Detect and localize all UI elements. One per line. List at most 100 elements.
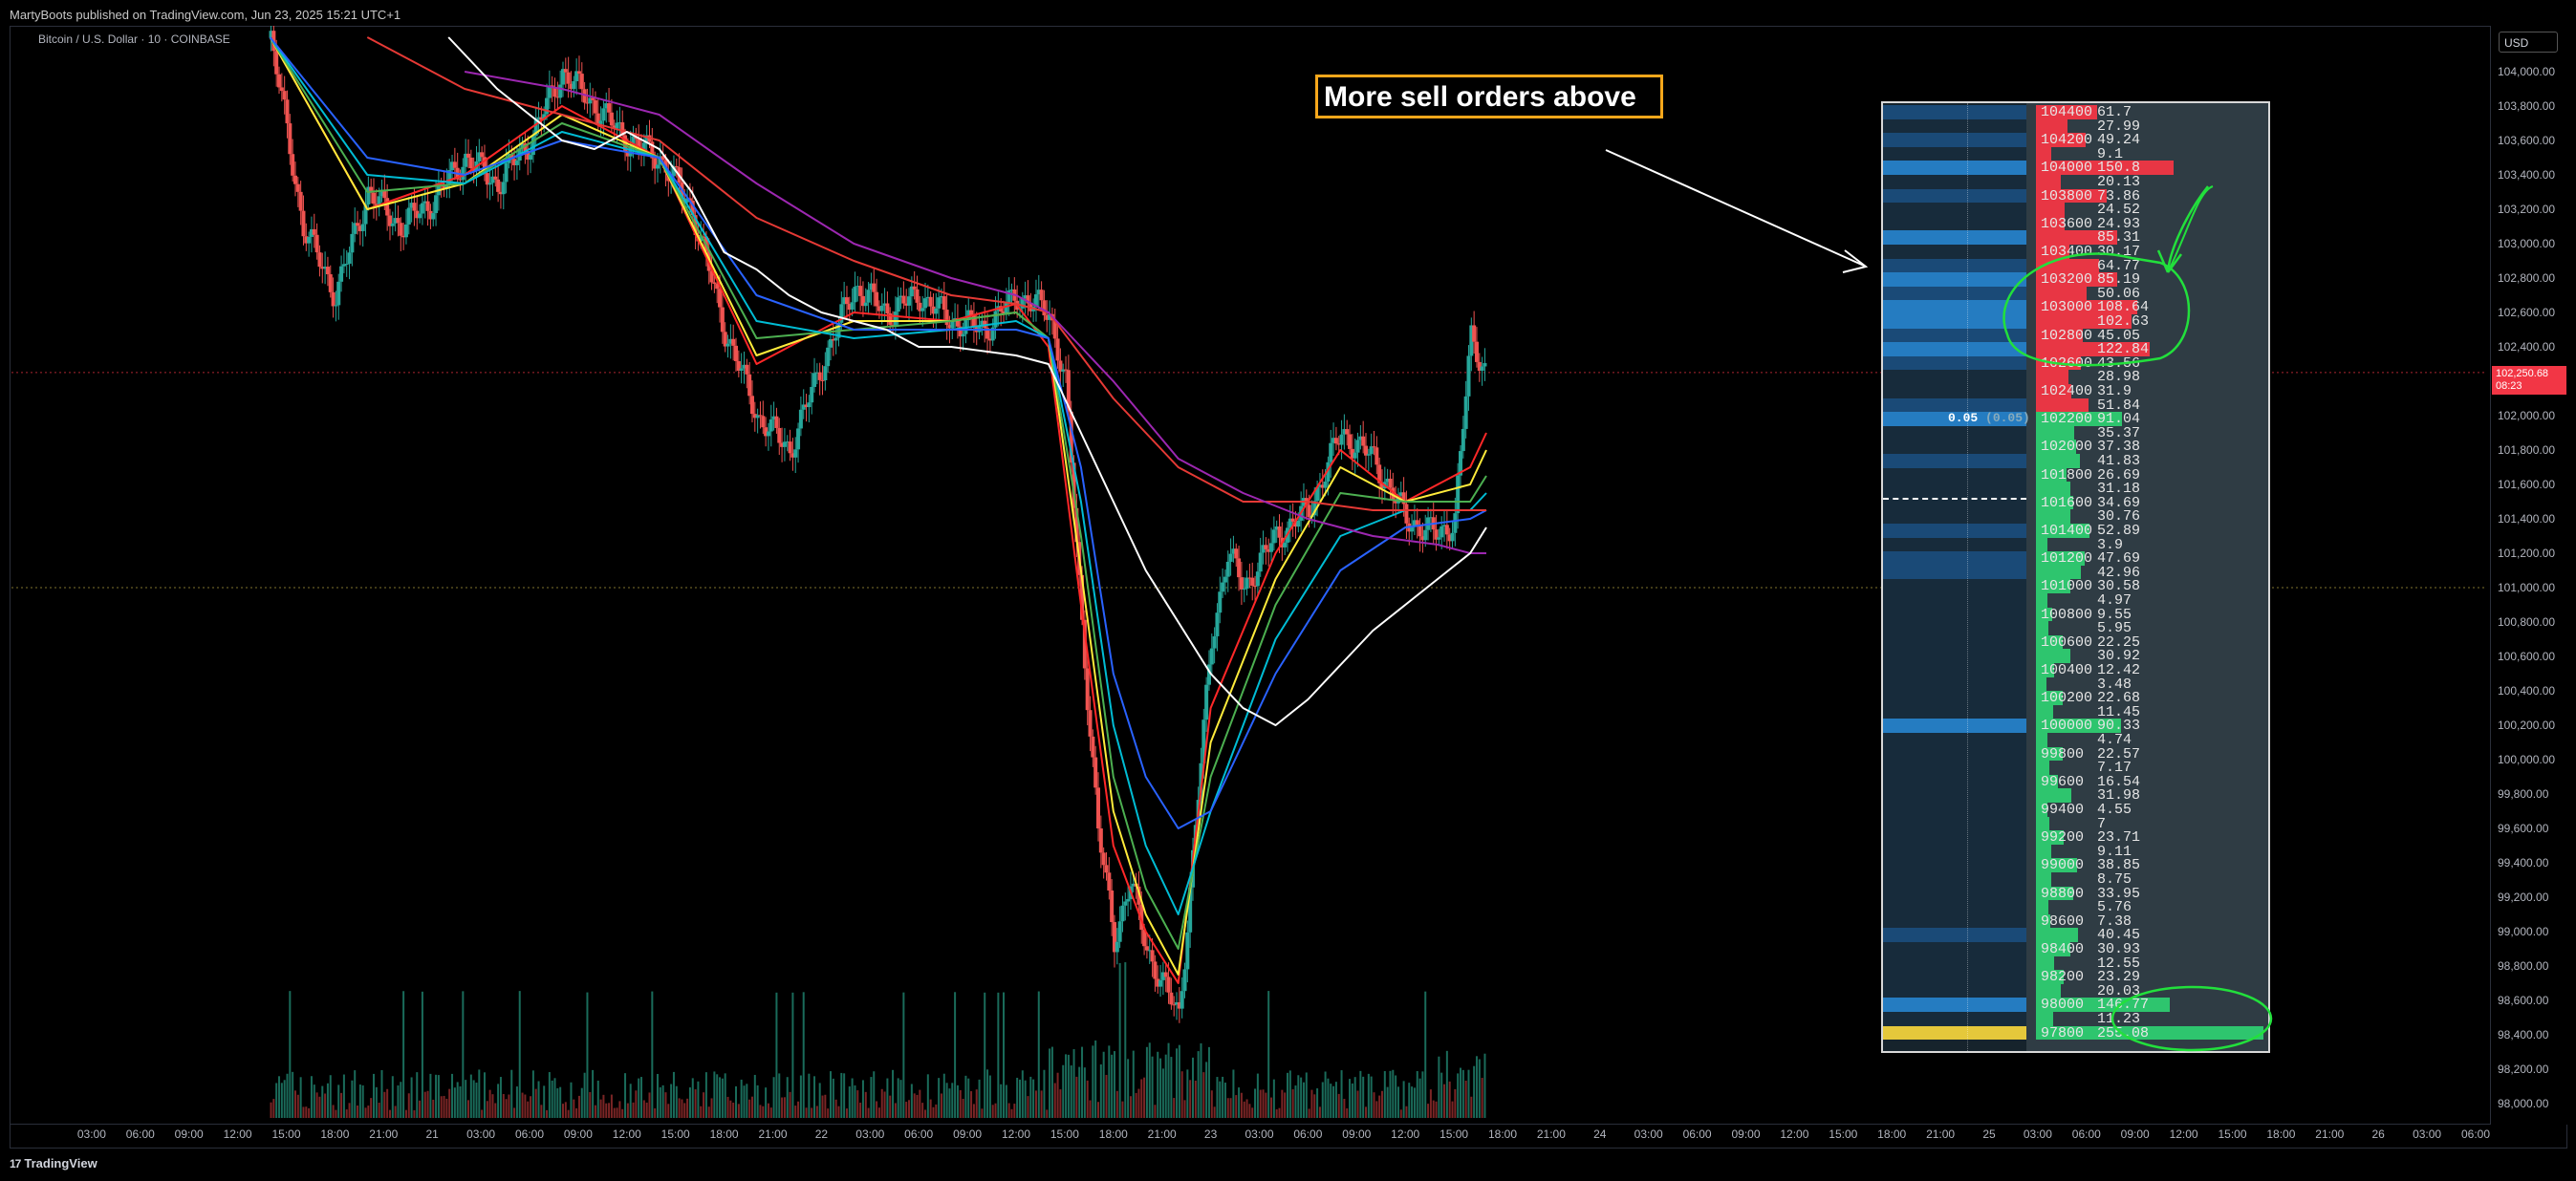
volume-bar — [537, 1081, 540, 1118]
candle-body — [755, 415, 760, 419]
volume-bar — [478, 1069, 481, 1118]
volume-bar — [756, 1084, 759, 1118]
volume-bar — [1451, 1101, 1454, 1118]
bid-depth-bar — [2036, 663, 2055, 677]
candle-body — [1342, 429, 1347, 435]
volume-bar — [897, 1078, 899, 1118]
ladder-price-level: 102000 — [2041, 439, 2093, 456]
ladder-price-level: 100800 — [2041, 606, 2093, 623]
volume-bar — [1373, 1092, 1375, 1118]
volume-bar — [1143, 1077, 1146, 1118]
candle-body — [1204, 684, 1209, 720]
bid-depth-bar — [2036, 761, 2050, 775]
candle-body — [336, 281, 341, 306]
volume-bar — [1029, 1076, 1032, 1118]
candle-body — [947, 325, 952, 329]
volume-bar — [889, 1095, 892, 1118]
time-tick-label: 12:00 — [1780, 1127, 1809, 1141]
candle-body — [774, 416, 779, 428]
bid-depth-bar — [2036, 900, 2049, 914]
candle-body — [1466, 355, 1471, 397]
candle-body — [1131, 883, 1136, 887]
price-axis[interactable] — [2490, 26, 2567, 1125]
candle-body — [509, 154, 514, 160]
volume-bar — [505, 1099, 508, 1118]
volume-bar — [494, 1103, 497, 1118]
volume-bar — [1475, 1056, 1478, 1118]
bid-depth-bar — [2036, 634, 2064, 650]
ask-depth-bar — [2036, 370, 2069, 384]
volume-bar — [1408, 1083, 1411, 1118]
candle-body — [1469, 325, 1474, 356]
volume-bar — [1313, 1094, 1316, 1118]
volume-bar — [951, 1083, 954, 1118]
candle-body — [420, 203, 424, 214]
candle-body — [593, 99, 597, 114]
volume-bar — [462, 991, 465, 1118]
candle-body — [1175, 1001, 1180, 1005]
candle-body — [928, 296, 933, 307]
volume-bar — [435, 1074, 438, 1118]
volume-bar — [426, 1090, 429, 1118]
time-tick-label: 25 — [1982, 1127, 1996, 1141]
volume-bar — [1059, 1089, 1062, 1118]
candle-body — [512, 159, 517, 165]
volume-bar — [1429, 1089, 1432, 1118]
candle-body — [768, 419, 773, 432]
candle-body — [369, 186, 374, 193]
candle-body — [558, 84, 563, 98]
volume-bar — [370, 1098, 373, 1118]
candle-body — [687, 198, 692, 202]
candle-body — [612, 125, 617, 129]
volume-bar — [975, 1089, 978, 1118]
candle-body — [530, 136, 535, 156]
bid-depth-bar — [2036, 886, 2073, 901]
candle-body — [436, 183, 441, 196]
candle-body — [1163, 972, 1168, 977]
candle-body — [295, 183, 300, 192]
volume-bar — [851, 1078, 854, 1118]
candle-body — [566, 72, 571, 84]
candle-body — [1101, 852, 1106, 866]
heatmap-stripe — [1883, 524, 2026, 538]
candle-body — [1461, 428, 1465, 452]
time-tick-label: 15:00 — [2218, 1127, 2247, 1141]
candle-body — [1212, 635, 1217, 649]
candle-body — [820, 379, 825, 381]
candle-body — [766, 431, 770, 437]
volume-bar — [1105, 1074, 1108, 1118]
candle-body — [344, 263, 349, 265]
volume-bar — [573, 1099, 575, 1118]
volume-bar — [1375, 1101, 1378, 1118]
heatmap-stripe — [1883, 355, 2026, 371]
candle-body — [1350, 448, 1354, 459]
ladder-size-value: 255.08 — [2097, 1024, 2150, 1041]
volume-bar — [1132, 1050, 1135, 1118]
candle-body — [496, 179, 501, 192]
ladder-size-value: 37.38 — [2097, 439, 2141, 456]
time-axis[interactable] — [10, 1124, 2490, 1149]
heatmap-stripe — [1883, 970, 2026, 984]
volume-bar — [624, 1073, 627, 1118]
volume-bar — [1024, 1080, 1027, 1118]
candle-body — [615, 122, 619, 129]
candle-body — [382, 189, 387, 199]
currency-badge[interactable]: USD — [2499, 32, 2558, 53]
candle-body — [323, 267, 328, 269]
ask-depth-bar — [2036, 258, 2100, 273]
candle-body — [1355, 440, 1360, 453]
candle-body — [993, 311, 998, 328]
volume-bar — [394, 1106, 397, 1118]
heatmap-stripe — [1883, 133, 2026, 147]
heatmap-stripe — [1883, 788, 2026, 803]
volume-bar — [726, 1096, 729, 1118]
candle-body — [379, 189, 384, 197]
candle-body — [942, 296, 946, 311]
volume-bar — [278, 1076, 281, 1118]
candle-body — [1144, 946, 1149, 951]
candle-body — [1091, 736, 1095, 758]
candle-body — [1033, 294, 1038, 308]
price-tick-label: 102,400.00 — [2498, 340, 2556, 354]
volume-bar — [1438, 1056, 1440, 1118]
